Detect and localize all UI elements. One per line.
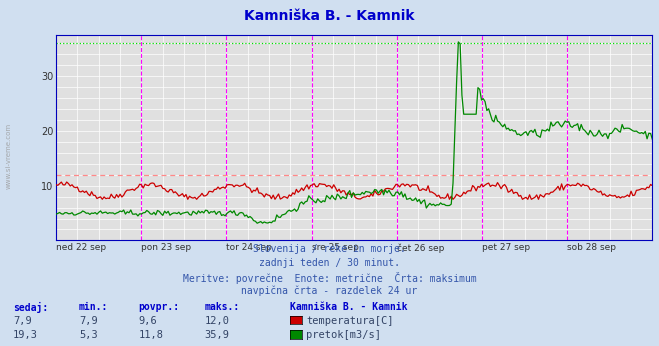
Text: 5,3: 5,3 [79,330,98,340]
Text: navpična črta - razdelek 24 ur: navpična črta - razdelek 24 ur [241,285,418,296]
Text: 11,8: 11,8 [138,330,163,340]
Text: temperatura[C]: temperatura[C] [306,316,394,326]
Text: 7,9: 7,9 [79,316,98,326]
Text: povpr.:: povpr.: [138,302,179,312]
Text: Meritve: povrečne  Enote: metrične  Črta: maksimum: Meritve: povrečne Enote: metrične Črta: … [183,272,476,284]
Text: www.si-vreme.com: www.si-vreme.com [5,122,11,189]
Text: 12,0: 12,0 [204,316,229,326]
Text: Kamniška B. - Kamnik: Kamniška B. - Kamnik [290,302,407,312]
Text: Slovenija / reke in morje.: Slovenija / reke in morje. [253,244,406,254]
Text: zadnji teden / 30 minut.: zadnji teden / 30 minut. [259,258,400,268]
Text: 7,9: 7,9 [13,316,32,326]
Text: 19,3: 19,3 [13,330,38,340]
Text: pretok[m3/s]: pretok[m3/s] [306,330,382,340]
Text: Kamniška B. - Kamnik: Kamniška B. - Kamnik [244,9,415,22]
Text: maks.:: maks.: [204,302,239,312]
Text: sedaj:: sedaj: [13,302,48,313]
Text: 9,6: 9,6 [138,316,157,326]
Text: min.:: min.: [79,302,109,312]
Text: 35,9: 35,9 [204,330,229,340]
